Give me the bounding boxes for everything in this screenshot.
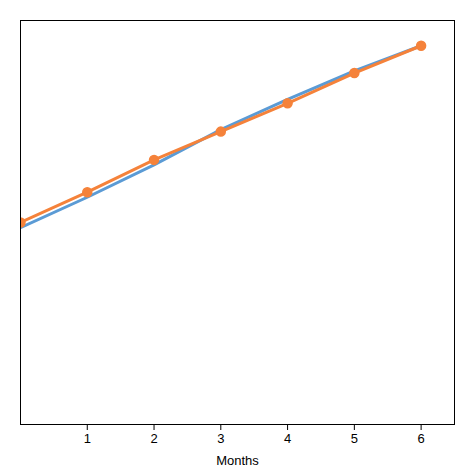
- svg-text:3: 3: [217, 431, 224, 446]
- svg-text:6: 6: [417, 431, 424, 446]
- svg-text:Months: Months: [216, 453, 259, 468]
- svg-text:4: 4: [284, 431, 291, 446]
- svg-text:1: 1: [84, 431, 91, 446]
- svg-text:5: 5: [351, 431, 358, 446]
- svg-text:2: 2: [150, 431, 157, 446]
